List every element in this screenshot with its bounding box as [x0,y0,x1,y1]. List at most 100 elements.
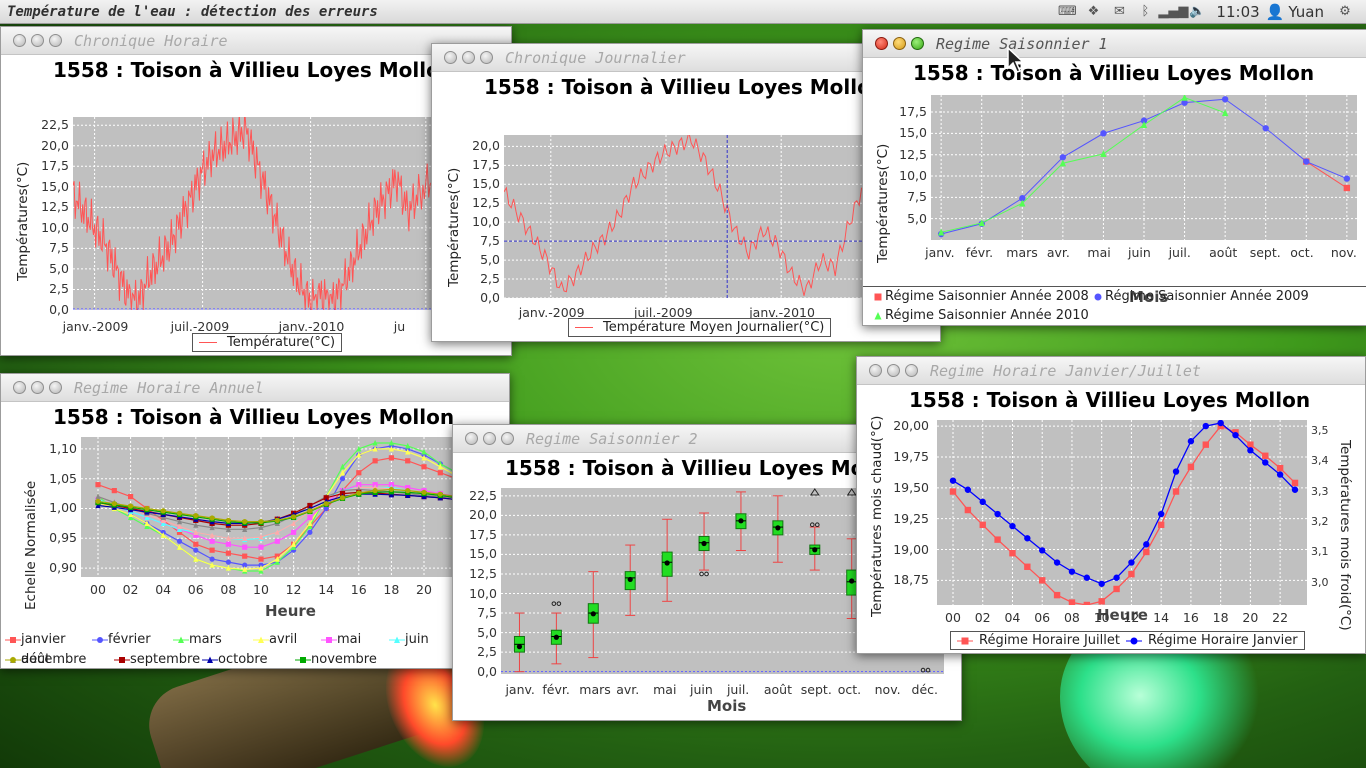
data-point [339,469,346,476]
outlier [556,601,562,606]
data-point [1262,459,1269,466]
x-tick-label: 06 [187,582,204,597]
data-point [1100,130,1107,137]
close-button[interactable] [869,364,882,377]
data-point [394,636,400,643]
minimize-button[interactable] [893,37,906,50]
keyboard-icon[interactable]: ⌨ [1058,4,1077,19]
maximize-button[interactable] [480,51,493,64]
y2-tick-label: 3,2 [1311,515,1329,529]
maximize-button[interactable] [49,381,62,394]
maximize-button[interactable] [501,432,514,445]
plot-area[interactable] [73,117,433,310]
y-tick-label: 15,0 [469,546,497,562]
y-tick-label: 5,0 [477,624,497,640]
data-point [937,228,945,236]
data-point [176,523,183,529]
plot-area[interactable] [81,437,455,577]
data-point [242,518,248,525]
y-tick-label: 22,5 [469,487,497,503]
chart-area: 1558 : Toison à Villieu Loyes Mollon Tem… [857,385,1365,653]
plot-area[interactable] [937,420,1307,605]
close-button[interactable] [875,37,888,50]
data-point [242,535,248,541]
maximize-button[interactable] [911,37,924,50]
gear-icon[interactable]: ⚙ [1339,4,1351,19]
data-point [405,448,411,455]
plot-area[interactable] [504,135,864,298]
data-point [1019,199,1026,207]
data-point [979,521,986,529]
x-tick-label: juin [690,682,713,697]
dropbox-icon[interactable]: ❖ [1087,4,1100,19]
titlebar[interactable]: Chronique Horaire [1,27,511,55]
window-chronique-horaire[interactable]: Chronique Horaire 1558 : Toison à Villie… [0,26,512,356]
data-point [978,219,985,227]
minimize-button[interactable] [887,364,900,377]
data-point [128,514,134,521]
window-regime-horaire-janvier-juillet[interactable]: Regime Horaire Janvier/Juillet 1558 : To… [856,356,1366,654]
chart-title: 1558 : Toison à Villieu Loyes Mollon [53,405,455,429]
close-button[interactable] [13,34,26,47]
user-menu[interactable]: 👤 Yuan [1266,3,1332,21]
data-point [388,439,395,446]
data-point [258,544,264,550]
data-point [160,532,166,538]
legend-item: juin [389,632,429,647]
data-point [405,458,411,464]
data-point [274,538,280,544]
chart-area: 1558 : Toison à Villieu Loyes Mollon Tem… [1,55,511,355]
data-point [176,518,183,525]
y-tick-label: 19,25 [893,510,929,526]
titlebar[interactable]: Regime Horaire Janvier/Juillet [857,357,1365,385]
data-point [1303,158,1310,165]
clock[interactable]: 11:03 [1216,2,1260,21]
mail-icon[interactable]: ✉ [1113,4,1125,19]
chart-title: 1558 : Toison à Villieu Loyes Mollon [913,61,1315,85]
y2-tick-label: 3,3 [1311,484,1329,498]
close-button[interactable] [465,432,478,445]
window-regime-saisonnier-1[interactable]: Regime Saisonnier 1 1558 : Toison à Vill… [862,29,1366,326]
series-line [73,117,433,310]
window-title: Regime Horaire Janvier/Juillet [930,361,1201,380]
legend-item: novembre [295,652,377,667]
titlebar[interactable]: Regime Saisonnier 1 [863,30,1366,58]
maximize-button[interactable] [905,364,918,377]
titlebar[interactable]: Regime Horaire Annuel [1,374,509,402]
y-tick-label: 7,5 [49,240,69,256]
y-tick-label: 0,0 [49,302,69,317]
network-icon[interactable]: ▂▄▆ [1158,4,1189,19]
minimize-button[interactable] [31,381,44,394]
mean-point [775,525,781,531]
series-line [97,445,455,566]
active-app-title: Température de l'eau : détection des err… [7,3,378,20]
plot-area[interactable] [931,95,1357,240]
close-button[interactable] [13,381,26,394]
window-regime-horaire-annuel[interactable]: Regime Horaire Annuel 1558 : Toison à Vi… [0,373,510,669]
data-point [193,513,199,519]
legend-label: Température Moyen Journalier(°C) [603,320,825,335]
y-tick-label: 17,5 [472,157,500,173]
data-point [209,561,215,568]
maximize-button[interactable] [49,34,62,47]
volume-icon[interactable]: 🔈 [1189,4,1206,19]
chart-area: 1558 : Toison à Villieu Loyes Mollon Tem… [432,72,940,341]
window-title: Regime Saisonnier 1 [936,34,1108,53]
data-point [193,532,199,538]
y-tick-label: 17,5 [899,104,927,120]
x-tick-label: nov. [1330,245,1357,260]
minimize-button[interactable] [483,432,496,445]
y-tick-label: 19,50 [893,479,929,495]
bluetooth-icon[interactable]: ᛒ [1141,4,1150,19]
minimize-button[interactable] [31,34,44,47]
data-point [994,510,1001,518]
window-title: Regime Saisonnier 2 [526,429,698,448]
y2-tick-label: 3,5 [1311,424,1329,438]
minimize-button[interactable] [462,51,475,64]
x-axis-label: Mois [1129,288,1169,306]
y-tick-label: 10,0 [469,585,497,601]
y-tick-label: 20,00 [893,418,929,434]
close-button[interactable] [444,51,457,64]
window-chronique-journalier[interactable]: Chronique Journalier 1558 : Toison à Vil… [431,43,941,342]
titlebar[interactable]: Chronique Journalier [432,44,940,72]
